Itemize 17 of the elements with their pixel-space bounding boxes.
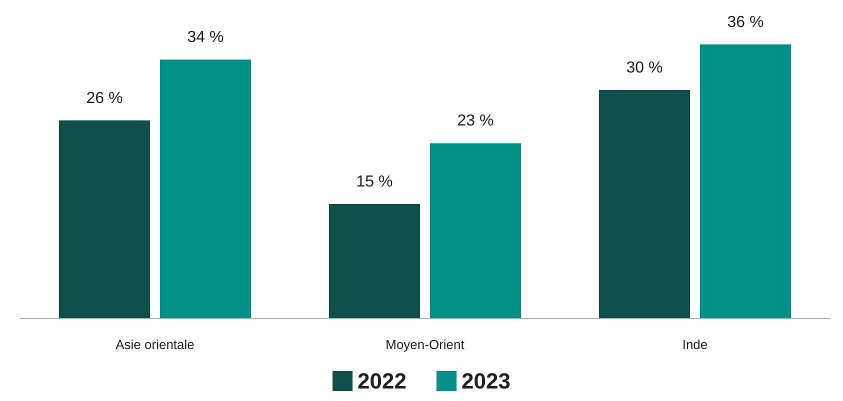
bar: [598, 90, 690, 318]
bar: [328, 204, 420, 318]
x-tick-label: Inde: [682, 337, 708, 352]
data-label: 36 %: [727, 14, 764, 31]
data-label: 26 %: [86, 90, 123, 107]
data-label: 30 %: [626, 60, 663, 76]
bar: [430, 143, 522, 318]
data-label: 15 %: [356, 174, 393, 190]
data-label: 23 %: [457, 112, 494, 130]
x-tick-label: Asie orientale: [116, 337, 194, 352]
legend-label: 2022: [358, 368, 407, 394]
bar: [58, 120, 150, 318]
bar: [700, 44, 792, 318]
x-tick-label: Moyen-Orient: [386, 337, 465, 352]
bar: [160, 60, 252, 318]
data-label: 34 %: [187, 29, 224, 46]
legend-label: 2023: [462, 368, 510, 394]
